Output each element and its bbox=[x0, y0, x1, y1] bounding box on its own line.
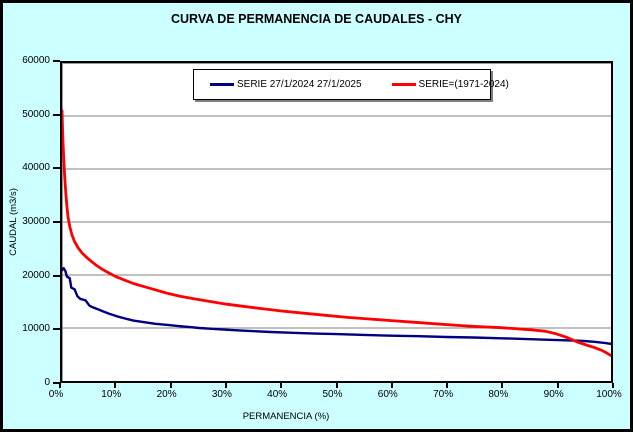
x-tick-mark bbox=[59, 383, 61, 388]
x-tick-label: 10% bbox=[101, 389, 122, 400]
x-tick-label: 100% bbox=[596, 389, 622, 400]
x-tick-label: 80% bbox=[488, 389, 509, 400]
y-tick-label: 10000 bbox=[22, 323, 50, 335]
x-tick-mark bbox=[169, 383, 172, 388]
y-tick-label: 20000 bbox=[22, 269, 50, 281]
x-tick-label: 0% bbox=[48, 389, 64, 400]
legend-label-serie-1971-2024: SERIE=(1971-2024) bbox=[418, 79, 509, 90]
legend-line-red-icon bbox=[391, 83, 416, 86]
x-tick-mark bbox=[335, 383, 338, 388]
x-tick-mark bbox=[556, 383, 559, 388]
x-tick-mark bbox=[390, 383, 393, 388]
x-axis-title: PERMANENCIA (%) bbox=[242, 411, 330, 422]
x-tick-mark bbox=[612, 383, 614, 388]
legend-line-navy-icon bbox=[210, 83, 234, 86]
y-tick-label: 50000 bbox=[22, 108, 50, 120]
series-line-1 bbox=[62, 109, 611, 358]
y-tick-label: 40000 bbox=[22, 162, 50, 174]
x-tick-label: 60% bbox=[377, 389, 398, 400]
y-tick-label: 0 bbox=[44, 377, 50, 388]
y-tick-mark bbox=[53, 382, 60, 384]
y-tick-label: 60000 bbox=[22, 55, 50, 66]
y-tick-mark bbox=[53, 60, 60, 62]
x-tick-mark bbox=[224, 383, 227, 388]
plot-area bbox=[60, 61, 613, 383]
plot-svg bbox=[62, 109, 611, 358]
y-tick-label: 30000 bbox=[22, 216, 50, 227]
x-tick-mark bbox=[501, 383, 504, 388]
chart-title: CURVA DE PERMANENCIA DE CAUDALES - CHY bbox=[171, 12, 462, 26]
x-tick-mark bbox=[114, 383, 117, 388]
y-tick-mark bbox=[53, 221, 60, 223]
x-tick-mark bbox=[446, 383, 449, 388]
y-tick-mark bbox=[53, 328, 60, 331]
x-tick-label: 70% bbox=[433, 389, 454, 400]
legend-entry-serie-1971-2024: SERIE=(1971-2024) bbox=[391, 79, 509, 90]
y-tick-mark bbox=[53, 113, 60, 116]
y-tick-mark bbox=[53, 167, 60, 170]
legend-label-serie-2024-2025: SERIE 27/1/2024 27/1/2025 bbox=[237, 79, 362, 90]
series-line-0 bbox=[62, 266, 611, 346]
y-tick-mark bbox=[53, 274, 60, 277]
x-tick-label: 30% bbox=[211, 389, 232, 400]
x-tick-label: 40% bbox=[267, 389, 288, 400]
x-tick-label: 50% bbox=[322, 389, 343, 400]
legend: SERIE 27/1/2024 27/1/2025 SERIE=(1971-20… bbox=[193, 69, 509, 100]
x-tick-label: 20% bbox=[156, 389, 177, 400]
x-tick-label: 90% bbox=[543, 389, 564, 400]
legend-entry-serie-2024-2025: SERIE 27/1/2024 27/1/2025 bbox=[210, 79, 362, 90]
x-tick-mark bbox=[280, 383, 283, 388]
